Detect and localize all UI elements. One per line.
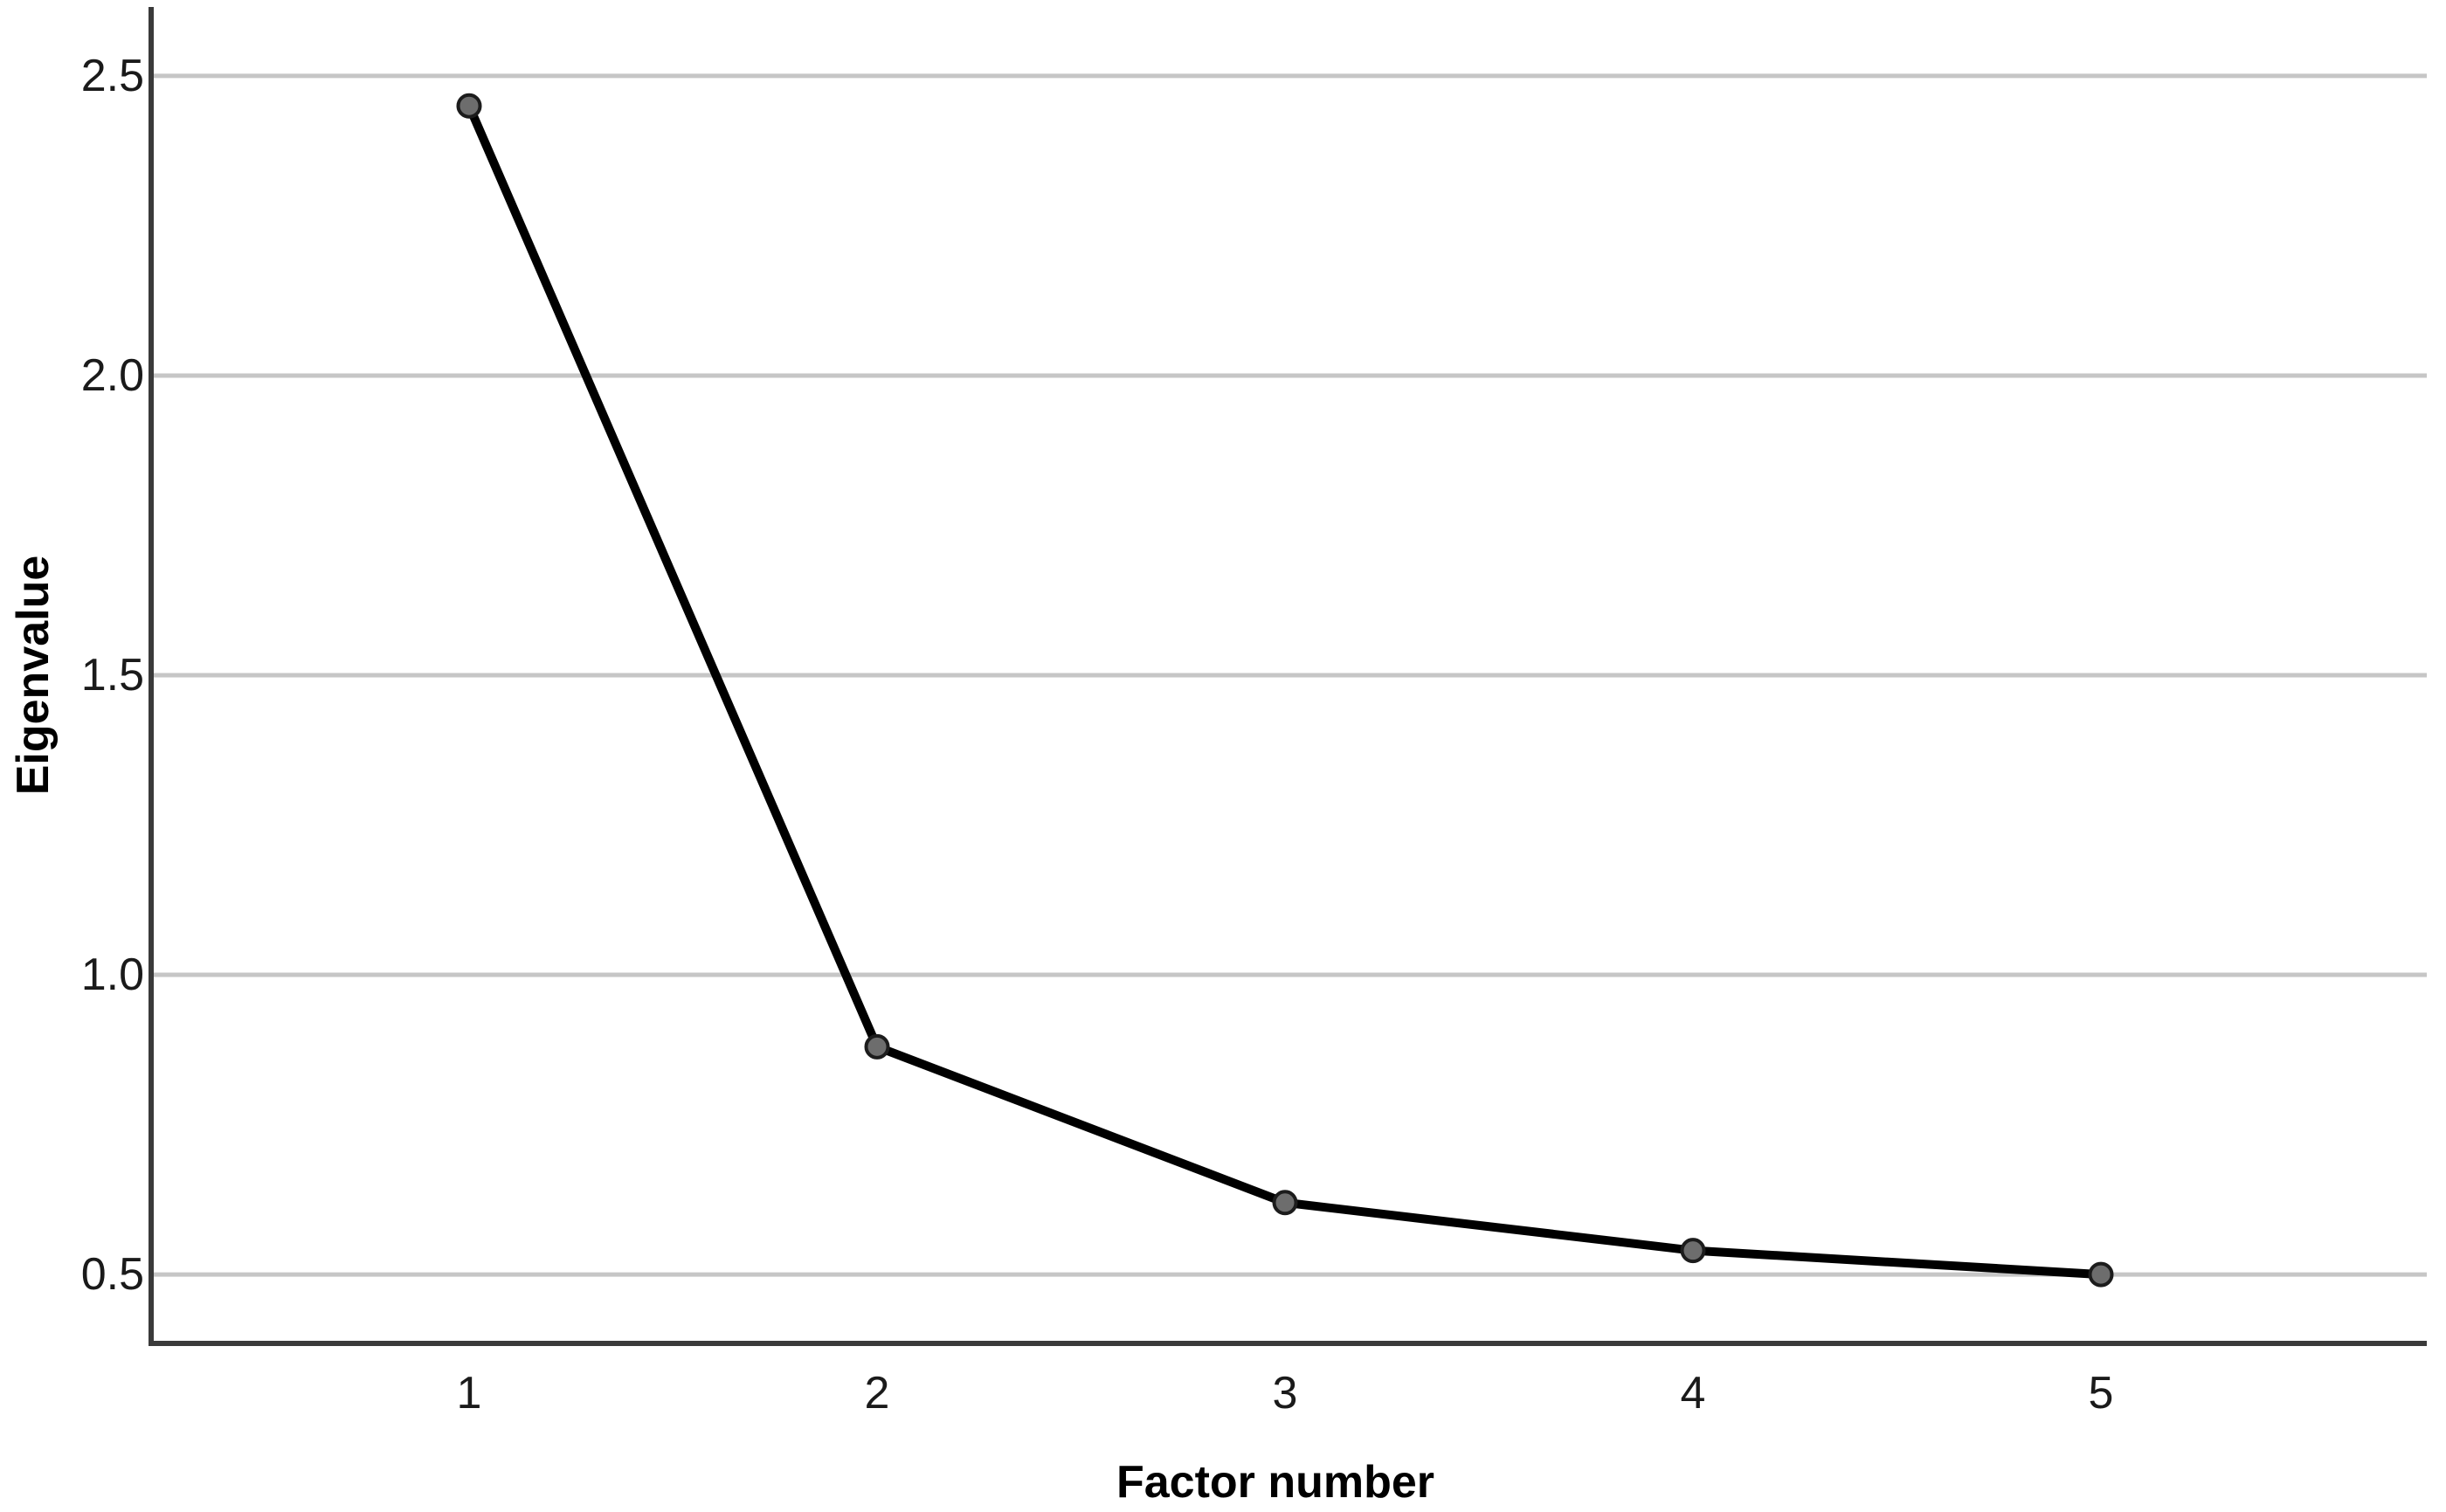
x-axis-title: Factor number: [1116, 1457, 1434, 1508]
data-point: [1680, 1238, 1706, 1264]
x-tick-label: 1: [457, 1368, 482, 1419]
y-tick-label: 1.5: [81, 650, 144, 701]
x-tick-label: 5: [2089, 1368, 2114, 1419]
data-point: [1272, 1190, 1298, 1216]
y-tick-labels: 0.5 1.0 1.5 2.0 2.5: [81, 51, 144, 1300]
y-tick-label: 2.0: [81, 350, 144, 401]
y-tick-label: 0.5: [81, 1249, 144, 1300]
x-tick-label: 2: [865, 1368, 890, 1419]
y-axis-title: Eigenvalue: [8, 556, 59, 796]
data-point: [2088, 1261, 2114, 1288]
y-tick-label: 2.5: [81, 51, 144, 101]
y-tick-label: 1.0: [81, 949, 144, 1000]
series-line: [465, 101, 2105, 1280]
x-tick-label: 4: [1681, 1368, 1706, 1419]
axes: [149, 7, 2427, 1346]
data-point: [456, 93, 482, 119]
gridlines: [151, 73, 2427, 1277]
data-point: [864, 1033, 890, 1060]
x-tick-labels: 1 2 3 4 5: [457, 1368, 2114, 1419]
data-series: [456, 93, 2114, 1288]
x-tick-label: 3: [1273, 1368, 1298, 1419]
